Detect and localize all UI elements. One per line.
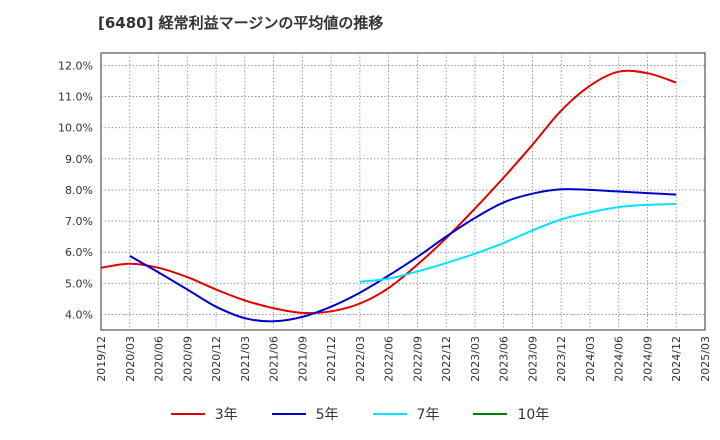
x-tick-label: 2024/12	[670, 336, 683, 382]
x-tick-label: 2021/12	[325, 336, 338, 382]
y-tick-label: 5.0%	[65, 277, 93, 290]
x-tick-label: 2020/06	[153, 336, 166, 382]
grid-lines	[101, 53, 705, 330]
legend-swatch	[271, 413, 306, 415]
series-lines	[100, 69, 677, 323]
y-tick-label: 6.0%	[65, 246, 93, 259]
y-tick-label: 9.0%	[65, 153, 93, 166]
line-chart: 4.0%5.0%6.0%7.0%8.0%9.0%10.0%11.0%12.0% …	[58, 52, 712, 382]
y-tick-label: 12.0%	[58, 59, 93, 72]
y-tick-label: 10.0%	[58, 122, 93, 135]
x-tick-label: 2022/06	[383, 336, 396, 382]
y-tick-label: 11.0%	[58, 91, 93, 104]
x-tick-label: 2024/09	[641, 336, 654, 382]
legend-label: 10年	[517, 407, 550, 423]
x-axis-ticks: 2019/12 2020/03 2020/06 2020/09 2020/12 2021/…	[95, 336, 712, 382]
x-tick-label: 2022/09	[411, 336, 424, 382]
series-line-3	[359, 202, 677, 283]
x-tick-label: 2021/06	[268, 336, 281, 382]
legend-item: 10年	[473, 404, 549, 424]
x-tick-label: 2025/03	[699, 336, 712, 382]
series-line-1	[100, 69, 677, 315]
legend-swatch	[473, 413, 508, 415]
x-tick-label: 2022/03	[354, 336, 367, 382]
x-tick-label: 2023/06	[498, 336, 511, 382]
series-line-2	[129, 188, 677, 323]
x-tick-label: 2023/09	[526, 336, 539, 382]
y-axis-ticks: 4.0% 5.0% 6.0% 7.0% 8.0% 9.0% 10.0% 11.0% 12.0%	[58, 59, 93, 321]
x-tick-label: 2024/06	[613, 336, 626, 382]
chart-title: [6480] 経常利益マージンの平均値の推移	[98, 14, 384, 32]
legend-label: 3年	[214, 407, 238, 423]
legend-item: 3年	[170, 404, 238, 424]
x-tick-label: 2024/03	[584, 336, 597, 382]
legend-label: 5年	[315, 407, 339, 423]
y-tick-label: 4.0%	[65, 308, 93, 321]
legend-item: 7年	[372, 404, 440, 424]
x-tick-label: 2023/12	[555, 336, 568, 382]
legend: 3年 5年 7年 10年	[0, 404, 720, 424]
x-tick-label: 2022/12	[440, 336, 453, 382]
x-tick-label: 2023/03	[469, 336, 482, 382]
legend-swatch	[170, 413, 205, 415]
x-tick-label: 2020/12	[210, 336, 223, 382]
x-tick-label: 2020/03	[124, 336, 137, 382]
x-tick-label: 2021/09	[296, 336, 309, 382]
legend-label: 7年	[416, 407, 440, 423]
y-tick-label: 8.0%	[65, 184, 93, 197]
x-tick-label: 2019/12	[95, 336, 108, 382]
legend-swatch	[372, 413, 407, 415]
x-tick-label: 2020/09	[181, 336, 194, 382]
legend-item: 5年	[271, 404, 339, 424]
y-tick-label: 7.0%	[65, 215, 93, 228]
x-tick-label: 2021/03	[239, 336, 252, 382]
